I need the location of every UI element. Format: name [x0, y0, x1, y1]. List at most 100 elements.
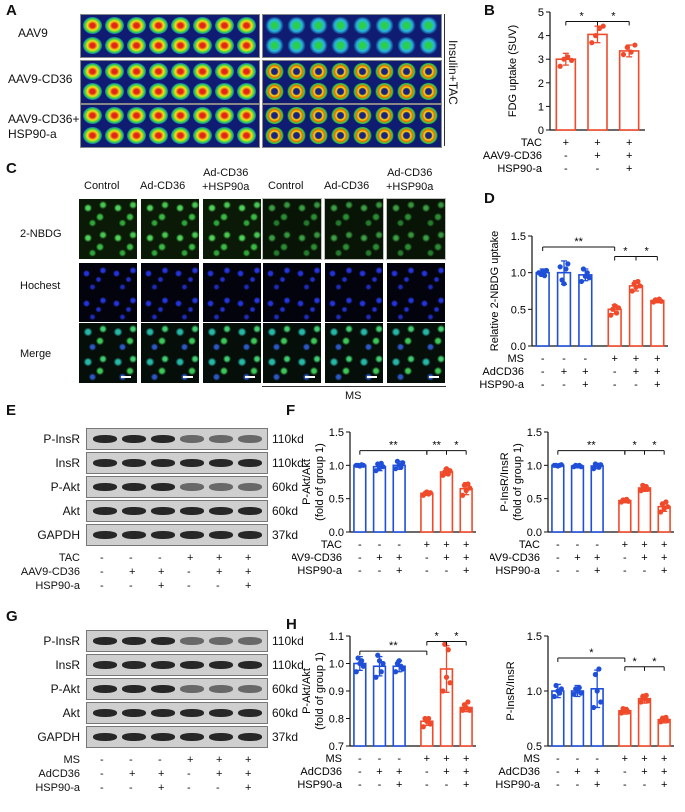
pet-slice	[375, 37, 394, 54]
blot-band	[238, 531, 262, 539]
y-tick-label: 4	[538, 31, 544, 43]
panel-label-d: D	[484, 190, 495, 207]
y-tick-label: 0.5	[329, 494, 344, 506]
data-point	[596, 25, 602, 32]
condition-sign: +	[443, 539, 449, 551]
condition-sign: -	[613, 366, 617, 378]
blot-band	[180, 637, 204, 645]
data-point	[586, 275, 592, 281]
pet-slice	[309, 37, 328, 54]
blot-band	[93, 531, 117, 539]
condition-sign: -	[623, 565, 627, 577]
condition-sign: -	[358, 753, 362, 765]
blot-condition-sign: -	[158, 754, 162, 766]
pet-slice	[193, 127, 212, 144]
data-point	[355, 655, 361, 661]
condition-sign: -	[623, 766, 627, 778]
condition-sign: +	[563, 137, 569, 149]
data-point	[447, 468, 453, 474]
fl-col-label-4: Control	[268, 180, 304, 192]
data-point	[645, 698, 651, 704]
condition-sign: +	[661, 779, 667, 791]
data-point	[426, 715, 432, 722]
pet-slice	[127, 63, 146, 80]
blot-band	[122, 531, 146, 539]
condition-sign: -	[623, 779, 627, 791]
condition-sign: +	[594, 766, 600, 778]
pet-slice	[193, 107, 212, 124]
blot-condition-sign: -	[100, 782, 104, 794]
data-point	[541, 273, 548, 279]
pet-slice	[127, 107, 146, 124]
blot-band-label: P-Akt	[50, 682, 80, 696]
data-point	[571, 691, 577, 697]
bar	[570, 690, 585, 747]
fluorescence-image	[386, 198, 446, 260]
significance-label: *	[623, 246, 628, 258]
y-tick-label: 0.7	[329, 741, 344, 753]
fluorescence-image	[262, 322, 322, 384]
blot-band	[238, 637, 262, 645]
pet-slice	[397, 37, 416, 54]
data-point	[591, 466, 597, 472]
data-point	[427, 721, 433, 727]
fl-col-label-3: Ad-CD36 +HSP90a	[202, 167, 250, 193]
blot-band	[180, 507, 204, 515]
blot-band	[238, 709, 262, 717]
data-point	[635, 278, 641, 285]
condition-sign: -	[596, 163, 600, 175]
condition-sign: -	[397, 539, 401, 551]
pet-slice	[265, 107, 284, 124]
pet-slice	[83, 17, 102, 34]
condition-sign: +	[611, 353, 617, 365]
condition-sign: -	[556, 779, 560, 791]
blot-band	[238, 483, 262, 491]
condition-sign: -	[445, 779, 449, 791]
data-point	[613, 310, 620, 316]
significance-label: **	[389, 440, 398, 452]
blot-size-label: 60kd	[272, 480, 299, 494]
pet-slice	[105, 127, 124, 144]
blot-size-label: 37kd	[272, 528, 299, 542]
pet-slice	[331, 127, 350, 144]
condition-sign: +	[463, 779, 469, 791]
blot-band	[209, 507, 233, 515]
bar	[372, 465, 387, 533]
insulin-tac-bracket	[444, 14, 445, 146]
blot-band	[209, 637, 233, 645]
condition-sign: -	[643, 565, 647, 577]
condition-label: MS	[326, 753, 343, 765]
blot-band	[151, 507, 175, 515]
condition-label: HSP90-a	[479, 379, 525, 391]
condition-sign: -	[595, 539, 599, 551]
condition-sign: +	[622, 539, 628, 551]
y-tick-label: 1	[538, 101, 544, 113]
blot-band	[93, 435, 117, 443]
blot-condition-sign: +	[129, 768, 136, 780]
blot-strip	[86, 452, 268, 474]
y-axis-label: FDG uptake (SUV)	[507, 25, 519, 117]
blot-condition-sign: -	[216, 782, 220, 794]
condition-sign: +	[396, 766, 402, 778]
data-point	[445, 647, 451, 653]
data-point	[394, 458, 400, 464]
fl-col-label-2: Ad-CD36	[140, 180, 186, 192]
y-tick-label: 0.0	[527, 527, 542, 539]
data-point	[665, 504, 671, 510]
fluorescence-image	[386, 322, 446, 384]
condition-sign: +	[661, 539, 667, 551]
pet-slice	[397, 127, 416, 144]
data-point	[576, 685, 582, 691]
blot-band	[238, 661, 262, 669]
blot-band	[238, 435, 262, 443]
y-axis-label: P-Akt/Akt	[301, 668, 313, 714]
bar	[392, 665, 406, 747]
data-point	[396, 658, 402, 664]
blot-band	[238, 685, 262, 693]
scale-bar	[429, 376, 439, 378]
blot-condition-sign: -	[187, 768, 191, 780]
data-point	[596, 666, 602, 672]
pet-slice	[265, 37, 284, 54]
significance-label: *	[435, 631, 440, 643]
condition-sign: -	[397, 753, 401, 765]
